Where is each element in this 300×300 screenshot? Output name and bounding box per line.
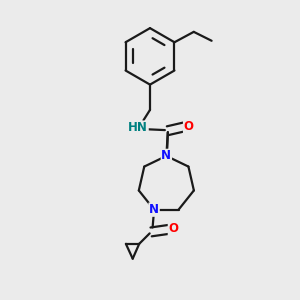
Text: N: N (149, 203, 159, 216)
Text: O: O (184, 120, 194, 133)
Text: N: N (161, 149, 171, 162)
Text: O: O (168, 222, 178, 236)
Text: HN: HN (128, 121, 148, 134)
